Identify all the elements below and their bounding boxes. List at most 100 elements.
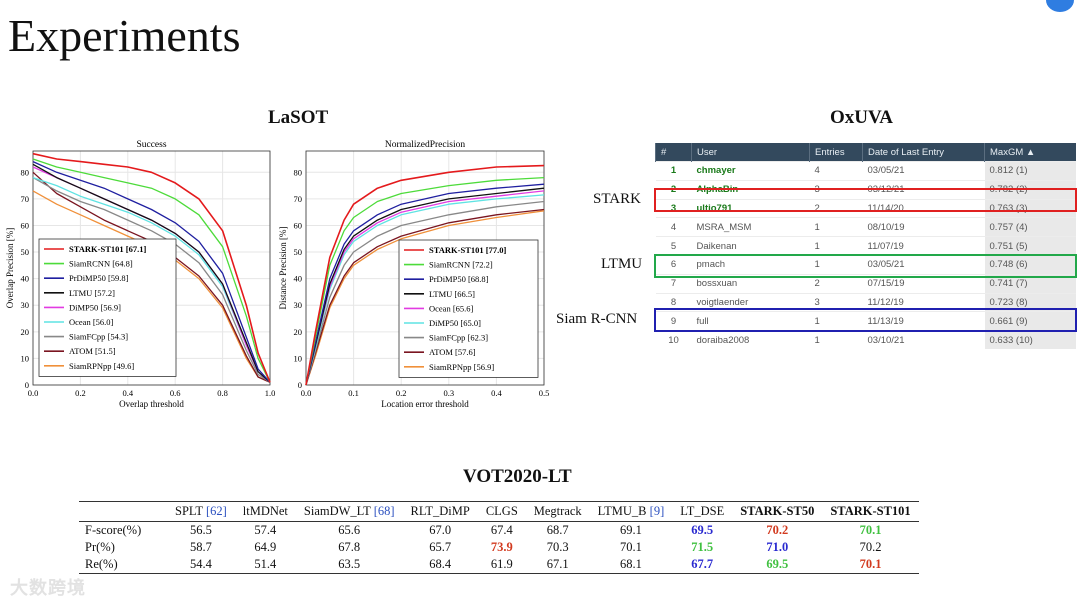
vot-row: Pr(%) 58.7 64.9 67.8 65.7 73.9 70.3 70.1 71.5 71.… [79,539,919,556]
leaderboard-cell: doraiba2008 [691,330,810,349]
legend-entry: DiMP50 [65.0] [429,318,481,328]
vot-cell: 56.5 [189,523,212,537]
leaderboard-row: 3 ultio791 2 11/14/20 0.763 (3) [655,198,1076,218]
series-line [32,177,271,383]
leaderboard-cell: 0.763 (3) [984,198,1076,218]
leaderboard-cell: full [691,311,810,331]
leaderboard-cell: 5 [655,236,692,256]
y-tick-label: 10 [294,353,303,363]
vot-title: VOT2020-LT [463,466,572,487]
vot-column-header: STARK-ST50 [732,501,823,522]
leaderboard-cell: Daikenan [691,236,810,256]
leaderboard-header[interactable]: User [691,143,810,162]
x-tick-label: 0.8 [217,388,228,398]
y-tick-label: 0 [25,380,29,390]
legend-entry: Ocean [56.0] [69,317,114,327]
siam-label: Siam R-CNN [556,311,638,327]
siam-highlight-box [654,308,1077,332]
leaderboard-cell: 03/05/21 [862,161,985,181]
vot-column-header: CLGS [477,501,526,522]
y-tick-label: 50 [294,247,303,257]
series-line [305,183,545,386]
vot-cell: 70.3 [546,540,569,554]
leaderboard-cell: 0.633 (10) [984,330,1076,349]
legend-entry: PrDiMP50 [68.8] [429,274,489,284]
x-tick-label: 0.6 [170,388,181,398]
series-line [305,210,545,386]
oxuva-title: OxUVA [830,107,893,128]
vot-column-header: Megtrack [525,501,590,522]
y-axis-label: Overlap Precision [%] [5,228,15,308]
ltmu-label: LTMU [601,256,643,272]
leaderboard-cell: 10 [655,330,692,349]
leaderboard-cell: 4 [655,217,692,237]
stark-highlight-box [654,188,1077,212]
vot-cell: 54.4 [167,556,235,574]
vot-column-header: ltMDNet [234,501,296,522]
legend-entry: SiamRCNN [64.8] [69,259,133,269]
legend-entry: LTMU [66.5] [429,289,475,299]
leaderboard-row: 1 chmayer 4 03/05/21 0.812 (1) [655,161,1076,181]
vot-cell: 69.1 [620,523,642,537]
vot-cell: 61.9 [477,556,526,574]
leaderboard-header[interactable]: Entries [809,143,863,162]
x-tick-label: 0.0 [301,388,312,398]
legend-entry: ATOM [57.6] [429,347,476,357]
leaderboard-cell: 11/14/20 [862,198,985,218]
leaderboard-cell: 07/15/19 [862,273,985,294]
legend-entry: SiamFCpp [54.3] [69,332,128,342]
y-tick-label: 70 [294,194,303,204]
x-tick-label: 0.5 [539,388,550,398]
success-chart: 0.0 0.2 0.4 0.6 0.8 1.0 0 10 20 30 40 50 60 70 80 Succe… [5,140,275,409]
leaderboard-cell: 2 [809,273,863,294]
leaderboard-cell: ultio791 [691,198,810,218]
vot-cell: 70.2 [766,523,789,537]
leaderboard-row: 10 doraiba2008 1 03/10/21 0.633 (10) [655,330,1076,349]
leaderboard-cell: 11/13/19 [862,311,985,331]
watermark: 大数跨境 [10,578,86,599]
leaderboard-cell: 1 [809,330,863,349]
y-tick-label: 80 [294,167,303,177]
legend-entry: SiamRPNpp [49.6] [69,361,134,371]
leaderboard-row: 9 full 1 11/13/19 0.661 (9) [655,311,1076,331]
x-tick-label: 0.2 [75,388,86,398]
legend-entry: SiamFCpp [62.3] [429,333,488,343]
vot-cell: 67.7 [672,556,733,574]
y-tick-label: 20 [21,327,30,337]
leaderboard-cell: 0.723 (8) [984,292,1076,312]
series-line [305,176,545,386]
leaderboard-row: 7 bossxuan 2 07/15/19 0.741 (7) [655,273,1076,294]
leaderboard-header[interactable]: Date of Last Entry [862,143,985,162]
leaderboard-cell: 3 [655,198,692,218]
y-tick-label: 20 [294,327,303,337]
y-tick-label: 10 [21,353,30,363]
leaderboard-cell: 1 [655,161,692,181]
leaderboard-cell: 3 [809,292,863,312]
vot-cell: 63.5 [295,556,403,574]
leaderboard-header[interactable]: # [655,143,692,162]
vot-column-header: RLT_DiMP [402,501,478,522]
plot-frame [305,150,545,386]
y-tick-label: 40 [21,274,30,284]
y-tick-label: 60 [294,220,303,230]
series-line [305,164,545,386]
leaderboard-cell: voigtlaender [691,292,810,312]
legend-entry: STARK-ST101 [67.1] [69,244,146,254]
leaderboard-cell: 8 [655,292,692,312]
y-tick-label: 40 [294,274,303,284]
vot-column-header: SPLT [62] [167,501,235,522]
vot-cell: 65.7 [429,540,452,554]
x-tick-label: 0.4 [122,388,133,398]
series-line [305,187,545,386]
precision-chart: 0.0 0.1 0.2 0.3 0.4 0.5 0 10 20 30 40 50 60 70 80 Norma… [278,140,550,409]
leaderboard-cell: 03/10/21 [862,330,985,349]
leaderboard-cell: 1 [809,217,863,237]
leaderboard-cell: 1 [809,311,863,331]
series-line [32,152,271,383]
vot-cell: 70.2 [859,540,882,554]
legend-entry: Ocean [65.6] [429,303,474,313]
series-line [32,158,271,383]
corner-button[interactable] [1046,0,1074,12]
leaderboard-header[interactable]: MaxGM ▲ [984,143,1076,162]
